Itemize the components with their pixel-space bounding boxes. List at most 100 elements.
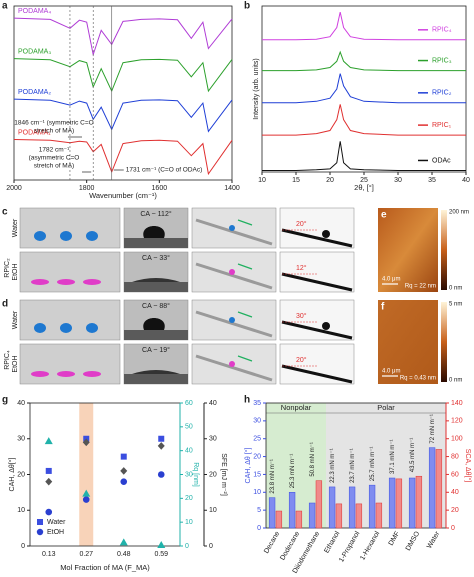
annotation: 23.8 mN m⁻¹ xyxy=(270,459,276,494)
legend-label: RPIC₁ xyxy=(432,122,452,129)
droplet xyxy=(34,323,46,333)
legend-label: RPIC₃ xyxy=(432,57,452,64)
legend-label: ODAc xyxy=(432,157,451,164)
droplet xyxy=(31,279,49,285)
y2-tick-label: 50 xyxy=(185,424,193,431)
photo-drops xyxy=(19,343,121,385)
tilted-surface xyxy=(281,320,353,340)
panel-letter: c xyxy=(2,207,8,218)
tilt-angle: 20° xyxy=(296,220,307,228)
droplet-profile xyxy=(132,370,180,374)
y-tick-label: 35 xyxy=(253,400,261,407)
x-tick-label: 1-Propanol xyxy=(338,530,361,564)
region xyxy=(326,403,446,528)
contact-angle: CA ~ 88° xyxy=(142,302,170,310)
point xyxy=(120,478,128,485)
point xyxy=(82,438,90,447)
x-tick-label: 1800 xyxy=(79,185,95,192)
legend-swatch xyxy=(37,519,43,525)
photo-drops xyxy=(19,251,121,293)
bar xyxy=(315,480,323,529)
x-tick-label: 35 xyxy=(428,177,436,184)
x-tick-label: 1600 xyxy=(152,185,168,192)
bar xyxy=(428,447,436,529)
series-line xyxy=(262,73,466,104)
droplet xyxy=(83,279,101,285)
y3-tick-label: 20 xyxy=(209,471,217,478)
annotation: 23.7 mN m⁻¹ xyxy=(350,448,356,483)
bar xyxy=(368,484,376,529)
y2-tick-label: 20 xyxy=(185,495,193,502)
x-tick-label: 0.27 xyxy=(79,551,93,558)
bar xyxy=(375,502,383,529)
y-tick-label: 15 xyxy=(253,471,261,478)
droplet xyxy=(57,279,75,285)
legend-label: PODAMA₄ xyxy=(18,8,51,15)
x-axis-label: Mol Fraction of MA (F_MA) xyxy=(60,563,150,572)
x-axis-label: Wavenumber (cm⁻¹) xyxy=(89,191,157,200)
annotation: 1782 cm⁻¹ xyxy=(39,147,70,154)
bar xyxy=(335,503,343,529)
point xyxy=(157,442,165,450)
point xyxy=(82,496,90,503)
y-tick-label: 5 xyxy=(257,507,261,514)
tilted-surface xyxy=(195,354,273,382)
y-tick-label: 30 xyxy=(253,418,261,425)
droplet xyxy=(31,371,49,377)
series-line xyxy=(262,50,466,72)
region-label: Nonpolar xyxy=(281,403,312,412)
y2-tick-label: 60 xyxy=(451,471,459,478)
y3-tick-label: 40 xyxy=(209,400,217,407)
panel-letter: d xyxy=(2,299,8,310)
x-tick-label: 0.48 xyxy=(117,551,131,558)
droplet-profile xyxy=(132,278,180,282)
photo-closeup xyxy=(279,207,355,249)
x-tick-label: Decane xyxy=(263,530,281,554)
annotation: 25.7 mN m⁻¹ xyxy=(370,447,376,482)
y-tick-label: 30 xyxy=(17,436,25,443)
droplet-profile xyxy=(143,226,165,238)
x-tick-label: 20 xyxy=(326,177,334,184)
series-line xyxy=(13,17,233,57)
sample-label: RPIC₄ xyxy=(4,350,11,370)
tilted-surface xyxy=(281,364,353,384)
row-label: EtOH xyxy=(12,355,19,372)
panel-letter: e xyxy=(381,210,387,221)
y3-tick-label: 0 xyxy=(209,543,213,550)
photo-drops xyxy=(19,299,121,341)
y2-tick-label: 0 xyxy=(451,525,455,532)
point xyxy=(158,435,165,442)
panel-letter: g xyxy=(2,395,8,406)
x-tick-label: 15 xyxy=(292,177,300,184)
droplet xyxy=(34,231,46,241)
photo-closeup xyxy=(279,251,355,293)
tilted-surface xyxy=(195,218,273,246)
droplet-profile xyxy=(143,318,165,330)
droplet xyxy=(83,371,101,377)
substrate xyxy=(124,330,188,340)
y2-tick-label: 100 xyxy=(451,436,463,443)
contact-angle: CA ~ 19° xyxy=(142,346,170,354)
afm-image xyxy=(378,208,438,292)
point xyxy=(45,508,53,516)
point xyxy=(119,538,128,546)
x-tick-label: 25 xyxy=(360,177,368,184)
series-line xyxy=(262,141,466,171)
roughness: Rq = 0.43 nm xyxy=(400,376,436,382)
droplet xyxy=(229,269,235,275)
bar xyxy=(388,477,396,529)
x-tick-label: 10 xyxy=(258,177,266,184)
row-label: Water xyxy=(12,218,19,237)
point xyxy=(45,477,53,486)
colorbar xyxy=(441,210,447,290)
legend-label: EtOH xyxy=(47,529,64,536)
slide-arrow xyxy=(237,263,253,270)
bar xyxy=(288,492,296,529)
plot-frame xyxy=(13,5,233,181)
bar xyxy=(395,478,403,529)
annotation: 1731 cm⁻¹ (C=O of ODAc) xyxy=(126,167,203,174)
annotation: 50.8 mN m⁻¹ xyxy=(310,442,316,477)
point xyxy=(44,437,53,445)
